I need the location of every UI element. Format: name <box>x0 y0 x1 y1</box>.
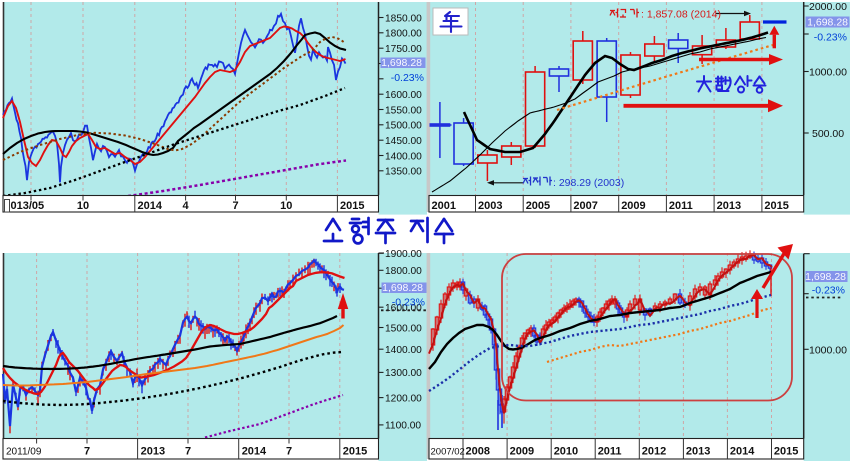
svg-text:7: 7 <box>232 200 238 212</box>
svg-text:7: 7 <box>286 446 292 458</box>
svg-text:: 298.29 (2003): : 298.29 (2003) <box>553 177 624 189</box>
svg-text:2015: 2015 <box>764 200 788 212</box>
svg-text:-0.23%: -0.23% <box>391 72 424 84</box>
svg-text:1,698.28: 1,698.28 <box>381 57 422 69</box>
svg-text:1350.00: 1350.00 <box>385 167 422 178</box>
svg-text:10: 10 <box>77 200 89 212</box>
svg-text:2011/09: 2011/09 <box>6 447 42 458</box>
svg-text:2014: 2014 <box>138 200 163 212</box>
svg-text:1,698.28: 1,698.28 <box>805 271 846 283</box>
svg-text:10: 10 <box>280 200 292 212</box>
svg-text:1500.00: 1500.00 <box>385 121 422 132</box>
svg-text:-0.23%: -0.23% <box>392 297 425 309</box>
svg-text:1550.00: 1550.00 <box>385 105 422 116</box>
svg-text:7: 7 <box>84 446 90 458</box>
svg-text:1800.00: 1800.00 <box>385 266 422 277</box>
svg-text:1450.00: 1450.00 <box>385 136 422 147</box>
svg-text:500.00: 500.00 <box>812 128 844 140</box>
svg-text:2001: 2001 <box>432 200 456 212</box>
svg-text:2009: 2009 <box>621 200 645 212</box>
svg-text:1500.00: 1500.00 <box>385 323 422 334</box>
svg-text:1800.00: 1800.00 <box>385 29 422 40</box>
svg-text:1900.00: 1900.00 <box>385 249 422 260</box>
svg-text:2013: 2013 <box>686 446 710 458</box>
svg-text:2015: 2015 <box>343 446 367 458</box>
svg-text:2007: 2007 <box>573 200 597 212</box>
svg-text:1000.00: 1000.00 <box>809 344 847 356</box>
svg-text:013/05: 013/05 <box>11 200 45 212</box>
svg-text:7: 7 <box>185 446 191 458</box>
svg-text:2008: 2008 <box>466 446 490 458</box>
svg-text:2014: 2014 <box>242 446 267 458</box>
svg-text:2005: 2005 <box>526 200 550 212</box>
svg-text:2011: 2011 <box>669 200 693 212</box>
svg-text:1300.00: 1300.00 <box>385 368 422 379</box>
svg-text:2010: 2010 <box>554 446 578 458</box>
svg-text:1,698.28: 1,698.28 <box>382 282 423 294</box>
svg-text:2013: 2013 <box>717 200 741 212</box>
svg-text:1200.00: 1200.00 <box>385 393 422 404</box>
svg-text:2015: 2015 <box>340 200 364 212</box>
svg-text:-0.23%: -0.23% <box>814 32 847 44</box>
svg-text:2014: 2014 <box>730 446 755 458</box>
svg-text:4: 4 <box>183 200 190 212</box>
svg-text:1000.00: 1000.00 <box>809 66 847 78</box>
svg-text:1,698.28: 1,698.28 <box>807 16 848 28</box>
svg-text:2003: 2003 <box>478 200 502 212</box>
svg-text:2000.00: 2000.00 <box>809 1 847 13</box>
svg-text:1850.00: 1850.00 <box>385 13 422 24</box>
svg-text:: 1,857.08 (2014): : 1,857.08 (2014) <box>641 9 721 21</box>
svg-text:2015: 2015 <box>774 446 798 458</box>
svg-text:2009: 2009 <box>510 446 534 458</box>
svg-text:1400.00: 1400.00 <box>385 345 422 356</box>
svg-text:1750.00: 1750.00 <box>385 44 422 55</box>
svg-text:1600.00: 1600.00 <box>385 90 422 101</box>
svg-text:2012: 2012 <box>642 446 666 458</box>
svg-text:2013: 2013 <box>141 446 165 458</box>
svg-text:1600.00: 1600.00 <box>385 303 422 314</box>
svg-text:2011: 2011 <box>598 446 622 458</box>
svg-text:1100.00: 1100.00 <box>385 421 421 432</box>
svg-text:2007/02: 2007/02 <box>431 447 465 458</box>
svg-text:1400.00: 1400.00 <box>385 151 422 162</box>
svg-text:-0.23%: -0.23% <box>812 284 845 296</box>
